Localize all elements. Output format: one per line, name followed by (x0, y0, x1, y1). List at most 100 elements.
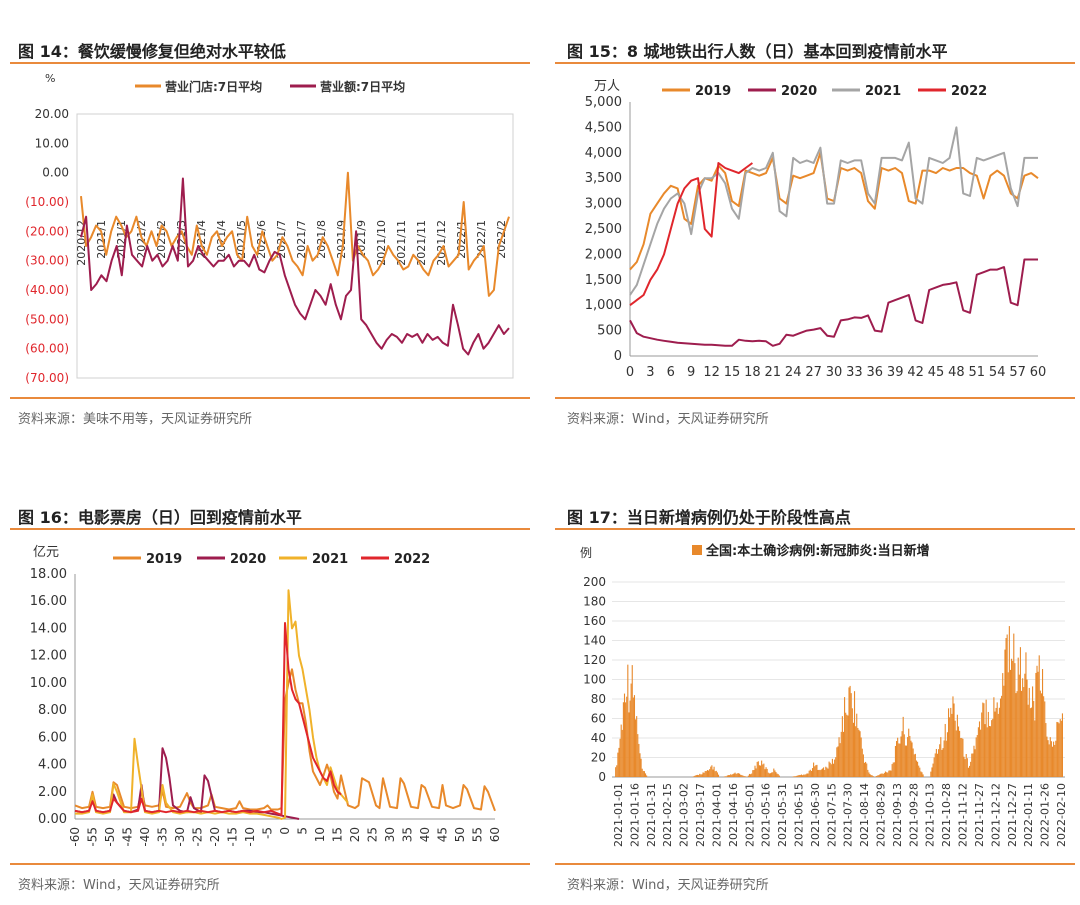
bar (1036, 665, 1038, 777)
bar (759, 765, 762, 777)
bar (992, 718, 994, 777)
bar (848, 687, 850, 777)
x-tick-label: 36 (867, 365, 884, 380)
bar (755, 768, 757, 777)
bar (1027, 704, 1029, 777)
bar (704, 771, 706, 777)
bar (972, 753, 974, 777)
bar (998, 707, 1000, 777)
bar (1030, 707, 1033, 777)
x-tick-label: -35 (156, 827, 170, 847)
bar (693, 776, 695, 777)
bar (734, 772, 736, 777)
bar (701, 774, 703, 777)
legend-label: 2021 (865, 84, 901, 99)
x-tick-label: 2021-03-17 (694, 783, 707, 847)
bar (827, 768, 829, 777)
x-tick-label: 2021-11-12 (957, 783, 970, 847)
x-tick-label: -25 (191, 827, 205, 847)
source-divider (555, 397, 1075, 399)
bar (744, 776, 746, 777)
x-tick-label: 35 (401, 827, 415, 842)
legend-label: 2021 (312, 552, 348, 567)
bar (865, 761, 867, 777)
bar (757, 761, 759, 777)
bar (995, 707, 997, 777)
y-tick-label: 1,000 (585, 298, 622, 313)
bar (776, 773, 778, 777)
bar (876, 775, 878, 777)
bar (1016, 691, 1018, 777)
bar (694, 775, 696, 777)
x-tick-label: -50 (103, 827, 117, 847)
bar (632, 697, 634, 777)
x-tick-label: 45 (436, 827, 450, 842)
bar (997, 713, 999, 777)
bar (794, 776, 796, 777)
bar (875, 776, 877, 777)
x-tick-label: 25 (366, 827, 380, 842)
y-tick-label: (50.00) (25, 312, 69, 326)
bar (921, 772, 923, 777)
bar (807, 773, 809, 777)
bar (706, 770, 709, 777)
bar (815, 765, 817, 777)
bar (828, 761, 830, 777)
bar (1024, 673, 1026, 777)
bar (793, 776, 795, 777)
bar (751, 773, 753, 777)
bar (943, 740, 945, 777)
bar (823, 767, 825, 777)
y-tick-label: 0 (598, 770, 606, 784)
bar (861, 748, 863, 777)
bar (909, 735, 911, 777)
bar (640, 758, 642, 777)
chart-panel-restaurant: 图 14：餐饮缓慢修复但绝对水平较低 % 20.00 10.00 0.00 (10.00… (0, 0, 535, 440)
chart-source: 资料来源：Wind，天风证券研究所 (567, 878, 769, 893)
bar (741, 775, 743, 777)
x-tick-label: 2021-06-30 (809, 783, 822, 847)
bar (981, 712, 983, 777)
bar (1007, 672, 1009, 777)
bar (762, 764, 764, 777)
bar (1032, 686, 1034, 777)
bar (809, 769, 811, 777)
bar (985, 699, 987, 777)
bar (1008, 626, 1010, 777)
bar (646, 775, 648, 777)
x-tick-label: 12 (703, 365, 720, 380)
bar (850, 693, 852, 777)
bar (708, 770, 710, 777)
bar (1015, 693, 1017, 777)
bar (1012, 660, 1014, 777)
bar (644, 773, 647, 777)
bar (963, 756, 965, 777)
bar (1028, 687, 1030, 777)
bar (619, 738, 621, 777)
bar (871, 775, 873, 777)
bar (842, 731, 845, 777)
bar (993, 697, 995, 777)
x-tick-label: 45 (928, 365, 945, 380)
bar (986, 727, 988, 777)
bar (703, 772, 705, 777)
x-tick-label: 2021-03-02 (678, 783, 691, 847)
bar (1041, 668, 1044, 777)
bar (620, 724, 622, 777)
y-tick-label: 20.00 (35, 107, 69, 121)
bar (1006, 634, 1008, 777)
bar (882, 773, 884, 777)
bar (917, 761, 919, 777)
x-tick-label: 50 (453, 827, 467, 842)
y-tick-label: 0 (614, 349, 622, 364)
y-tick-label: 180 (583, 595, 606, 609)
bar (978, 721, 981, 777)
bar (808, 770, 810, 777)
bar (826, 767, 828, 777)
bar (893, 762, 895, 777)
bar (799, 774, 801, 777)
bar (966, 758, 968, 777)
bar (969, 765, 971, 777)
x-tick-label: 2021-02-15 (661, 783, 674, 847)
bar (868, 772, 870, 777)
